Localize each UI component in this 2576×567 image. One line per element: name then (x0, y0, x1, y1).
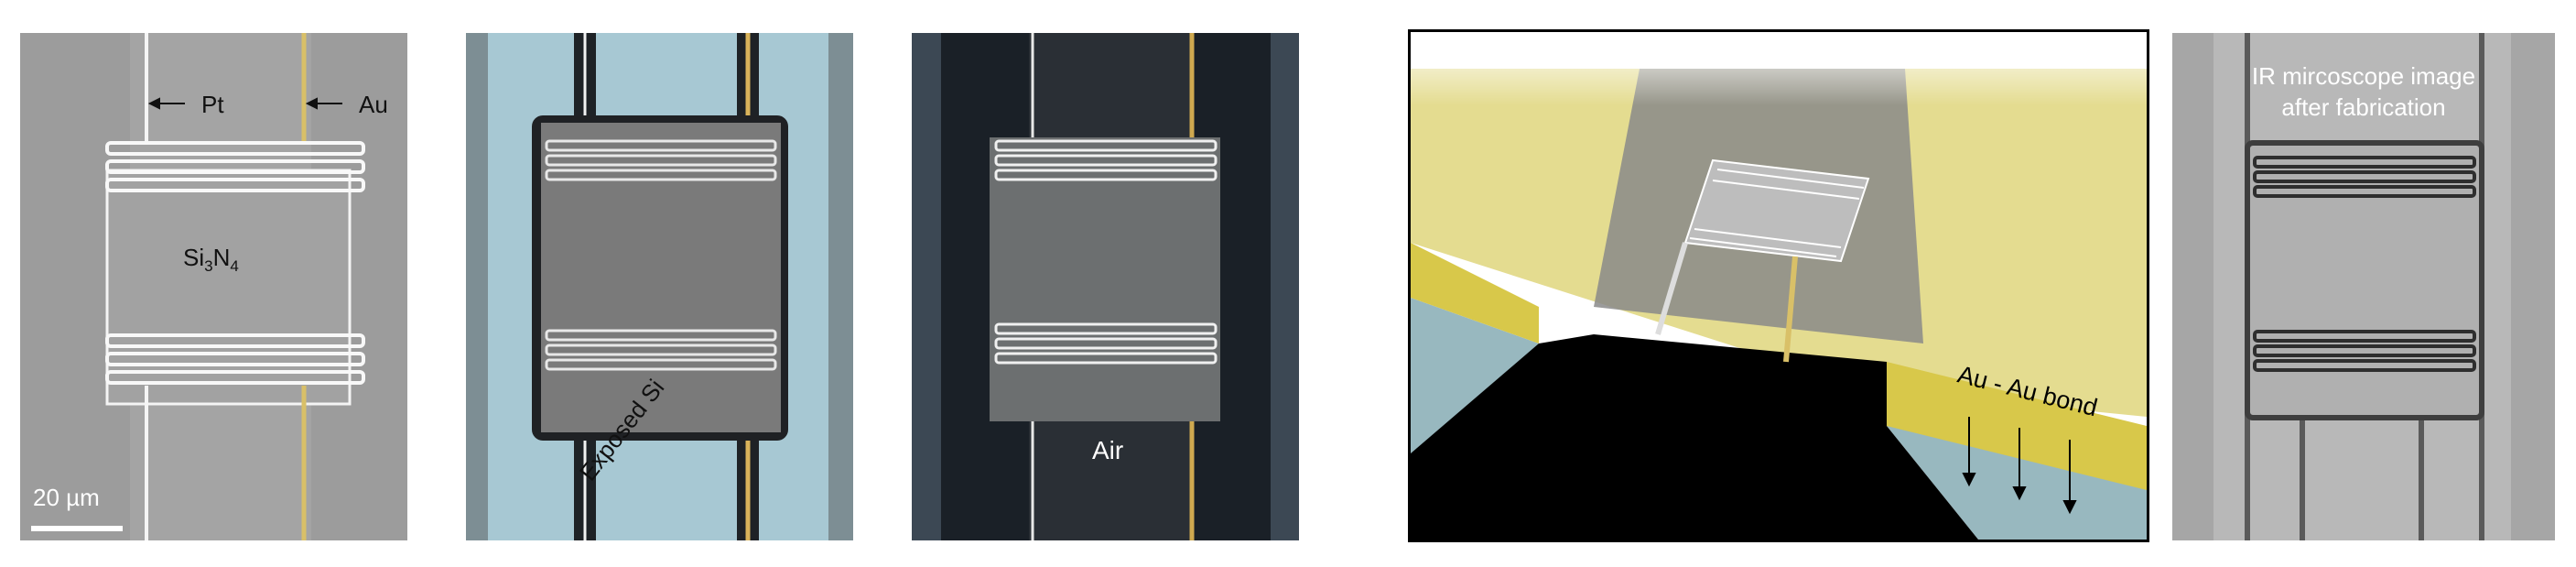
material-label: Si3N4 (183, 244, 239, 276)
panel-b-exposed-si-micrograph: Exposed Si (466, 33, 853, 540)
panel-d-schematic: Au - Au bond (1408, 29, 2149, 542)
panel-d-image (1411, 32, 2147, 540)
material-mid: N (212, 244, 231, 271)
scale-bar (31, 526, 123, 531)
material-sub1: 3 (204, 257, 213, 276)
panel-c-image (912, 33, 1299, 540)
au-label: Au (359, 91, 388, 118)
scale-label: 20 µm (33, 484, 100, 511)
ir-caption: IR mircoscope image after fabrication (2172, 60, 2555, 123)
pt-label: Pt (201, 91, 224, 118)
panel-a-image (20, 33, 407, 540)
panel-c-air-micrograph: Air (912, 33, 1299, 540)
panel-e-image (2172, 33, 2555, 540)
panel-e-ir-image: IR mircoscope image after fabrication (2172, 33, 2555, 540)
air-label: Air (1092, 436, 1124, 464)
material-sub2: 4 (230, 257, 239, 276)
panel-a-optical-micrograph: Pt Au Si3N4 20 µm (20, 33, 407, 540)
ir-caption-line1: IR mircoscope image (2251, 62, 2476, 90)
ir-caption-line2: after fabrication (2281, 93, 2446, 121)
material-main: Si (183, 244, 205, 271)
panel-b-image (466, 33, 853, 540)
